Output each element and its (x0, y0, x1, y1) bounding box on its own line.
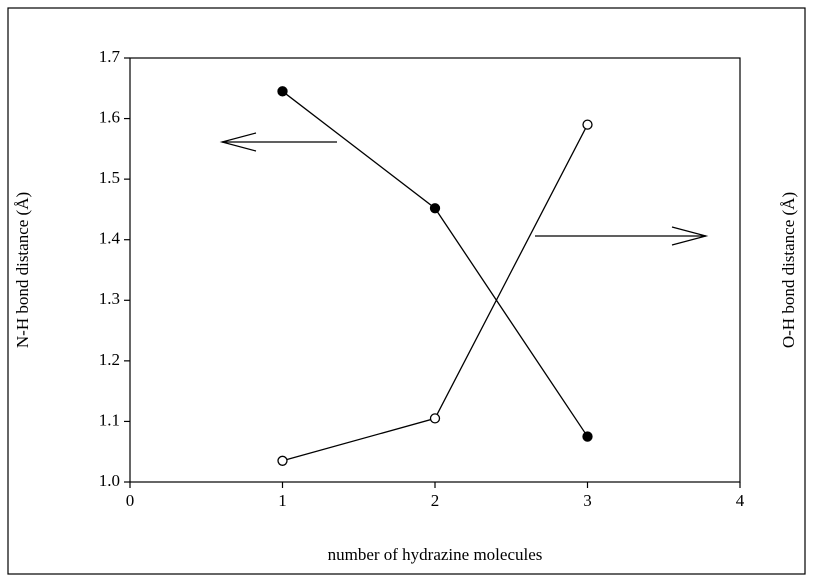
x-tick-label: 2 (431, 491, 440, 510)
y-axis-label: N-H bond distance (Å) (13, 192, 32, 348)
x-tick-label: 1 (278, 491, 287, 510)
data-point (429, 413, 441, 424)
y-tick-label: 1.5 (99, 168, 120, 187)
frame (7, 7, 806, 575)
y-tick-label: 1.4 (99, 229, 121, 248)
y-tick-label: 1.0 (99, 471, 120, 490)
y-tick-label: 1.6 (99, 107, 120, 126)
series-line (282, 124, 589, 462)
x-axis-label: number of hydrazine molecules (328, 545, 543, 564)
data-point (277, 86, 288, 97)
x-tick-label: 4 (736, 491, 745, 510)
y-tick-label: 1.2 (99, 350, 120, 369)
right-arrow (535, 226, 709, 246)
y-tick-label: 1.7 (99, 47, 121, 66)
y-tick-label: 1.1 (99, 410, 120, 429)
x-tick-label: 3 (583, 491, 592, 510)
series-line (282, 90, 589, 437)
data-point (429, 203, 441, 214)
data-point (277, 455, 288, 466)
x-tick-label: 0 (126, 491, 135, 510)
y2-axis-label: O-H bond distance (Å) (779, 192, 798, 348)
y-tick-label: 1.3 (99, 289, 120, 308)
data-point (582, 119, 593, 130)
left-arrow (219, 132, 337, 152)
data-point (582, 431, 593, 442)
